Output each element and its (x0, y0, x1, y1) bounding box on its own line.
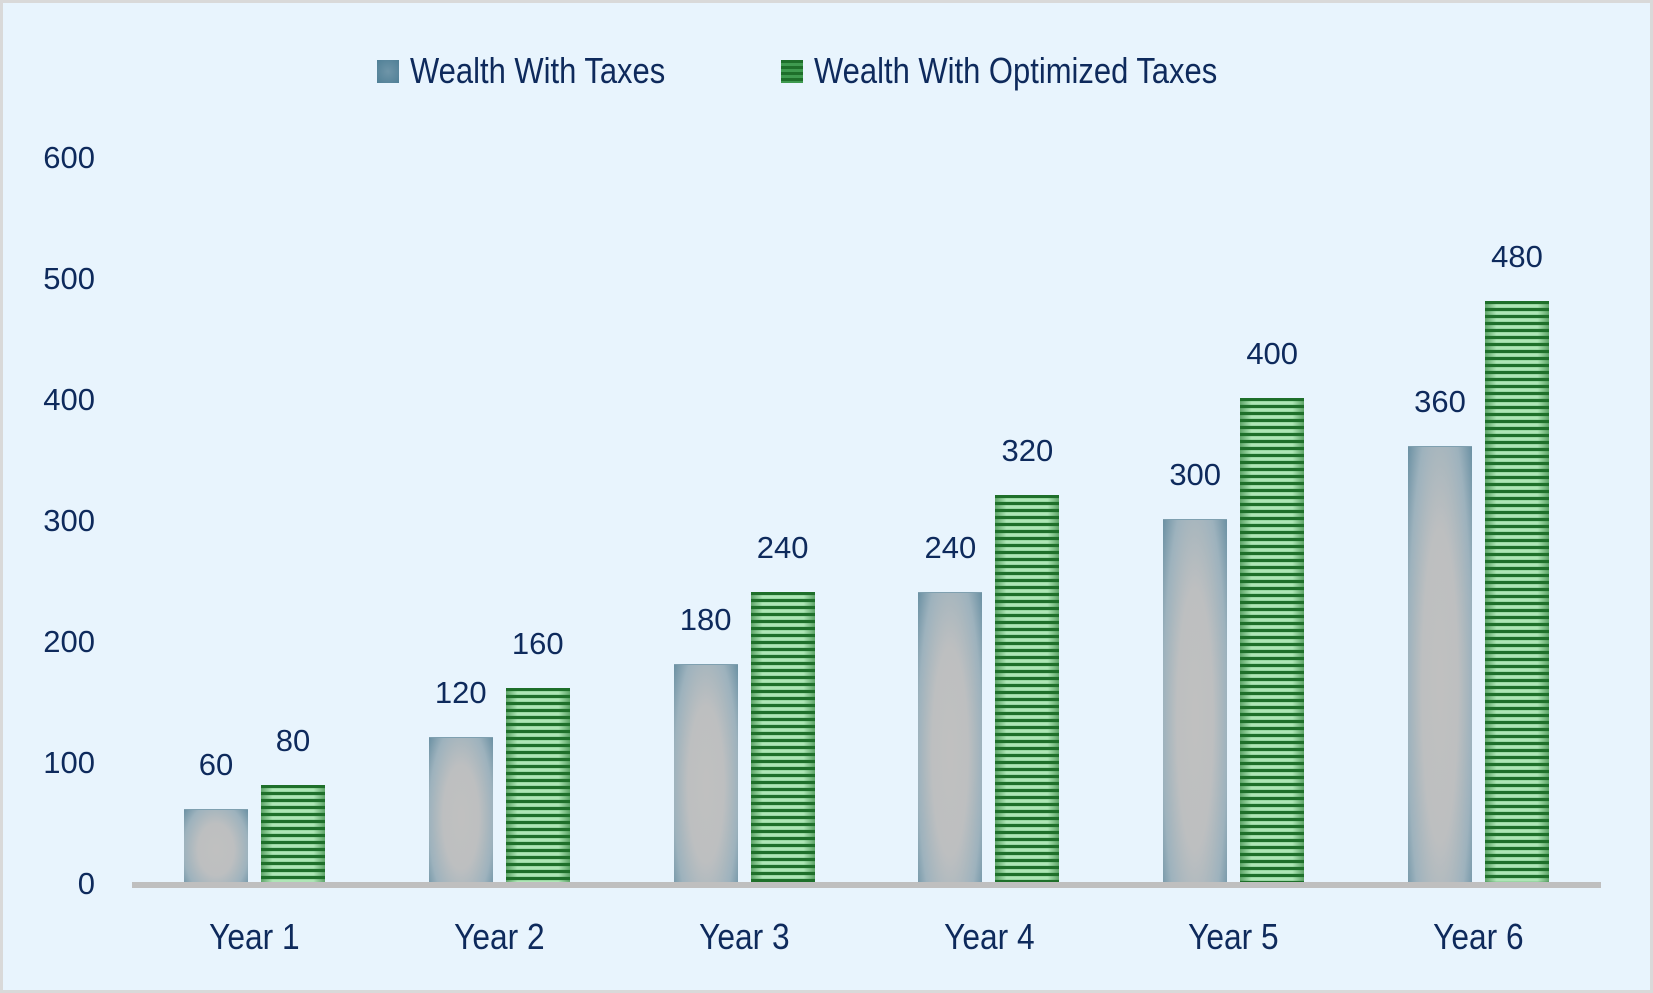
bar-wealth-with-taxes (1163, 519, 1228, 882)
bar-wealth-with-taxes (428, 736, 493, 882)
bar-wealth-with-taxes (1408, 446, 1472, 882)
x-tick-text: Year 2 (454, 916, 545, 957)
data-label: 160 (511, 626, 564, 662)
legend-item-wealth-with-taxes: Wealth With Taxes (377, 50, 707, 91)
x-tick-label: Year 3 (664, 917, 824, 957)
x-tick-label: Year 2 (419, 917, 579, 957)
x-tick-text: Year 4 (943, 916, 1035, 957)
bar-wealth-with-optimized-taxes (995, 494, 1060, 882)
y-tick-label: 200 (43, 624, 95, 659)
bar-wealth-with-optimized-taxes (750, 591, 815, 882)
legend-label: Wealth With Optimized Taxes (814, 50, 1218, 91)
bar-wealth-with-optimized-taxes (505, 688, 570, 882)
legend: Wealth With Taxes Wealth With Optimized … (3, 50, 1650, 91)
data-label: 240 (924, 529, 977, 565)
x-tick-text: Year 5 (1188, 916, 1279, 957)
data-label: 400 (1246, 336, 1299, 371)
x-axis-line (132, 882, 1601, 888)
legend-item-wealth-with-optimized-taxes: Wealth With Optimized Taxes (781, 50, 1283, 91)
x-tick-label: Year 1 (175, 917, 335, 957)
data-label: 300 (1169, 457, 1222, 492)
bar-wealth-with-optimized-taxes (261, 785, 325, 882)
legend-swatch-blue-icon (377, 59, 399, 83)
bar-wealth-with-taxes (673, 664, 738, 882)
x-tick-text: Year 1 (209, 916, 300, 957)
x-tick-label: Year 5 (1154, 917, 1314, 957)
data-label: 120 (434, 674, 487, 710)
x-tick-text: Year 3 (698, 916, 790, 957)
data-label: 360 (1414, 384, 1466, 420)
chart-area: Wealth With Taxes Wealth With Optimized … (3, 3, 1650, 990)
bar-wealth-with-optimized-taxes (1485, 301, 1549, 882)
data-label: 480 (1491, 239, 1543, 275)
y-tick-label: 600 (43, 140, 95, 175)
bar-wealth-with-taxes (918, 591, 983, 882)
legend-label: Wealth With Taxes (410, 50, 666, 91)
data-label: 180 (679, 602, 732, 638)
y-tick-label: 0 (77, 866, 95, 901)
bar-wealth-with-optimized-taxes (1240, 398, 1305, 882)
data-label: 240 (756, 529, 809, 565)
data-label: 60 (198, 747, 234, 783)
x-tick-label: Year 4 (909, 917, 1069, 957)
legend-swatch-green-icon (781, 59, 803, 83)
data-label: 80 (275, 723, 311, 759)
x-tick-label: Year 6 (1399, 917, 1559, 957)
y-tick-label: 300 (43, 503, 95, 538)
bar-wealth-with-taxes (184, 809, 248, 882)
y-tick-label: 500 (43, 261, 95, 296)
data-label: 320 (1001, 432, 1054, 468)
y-tick-label: 100 (43, 745, 95, 780)
y-tick-label: 400 (43, 382, 95, 417)
x-tick-text: Year 6 (1433, 916, 1524, 957)
